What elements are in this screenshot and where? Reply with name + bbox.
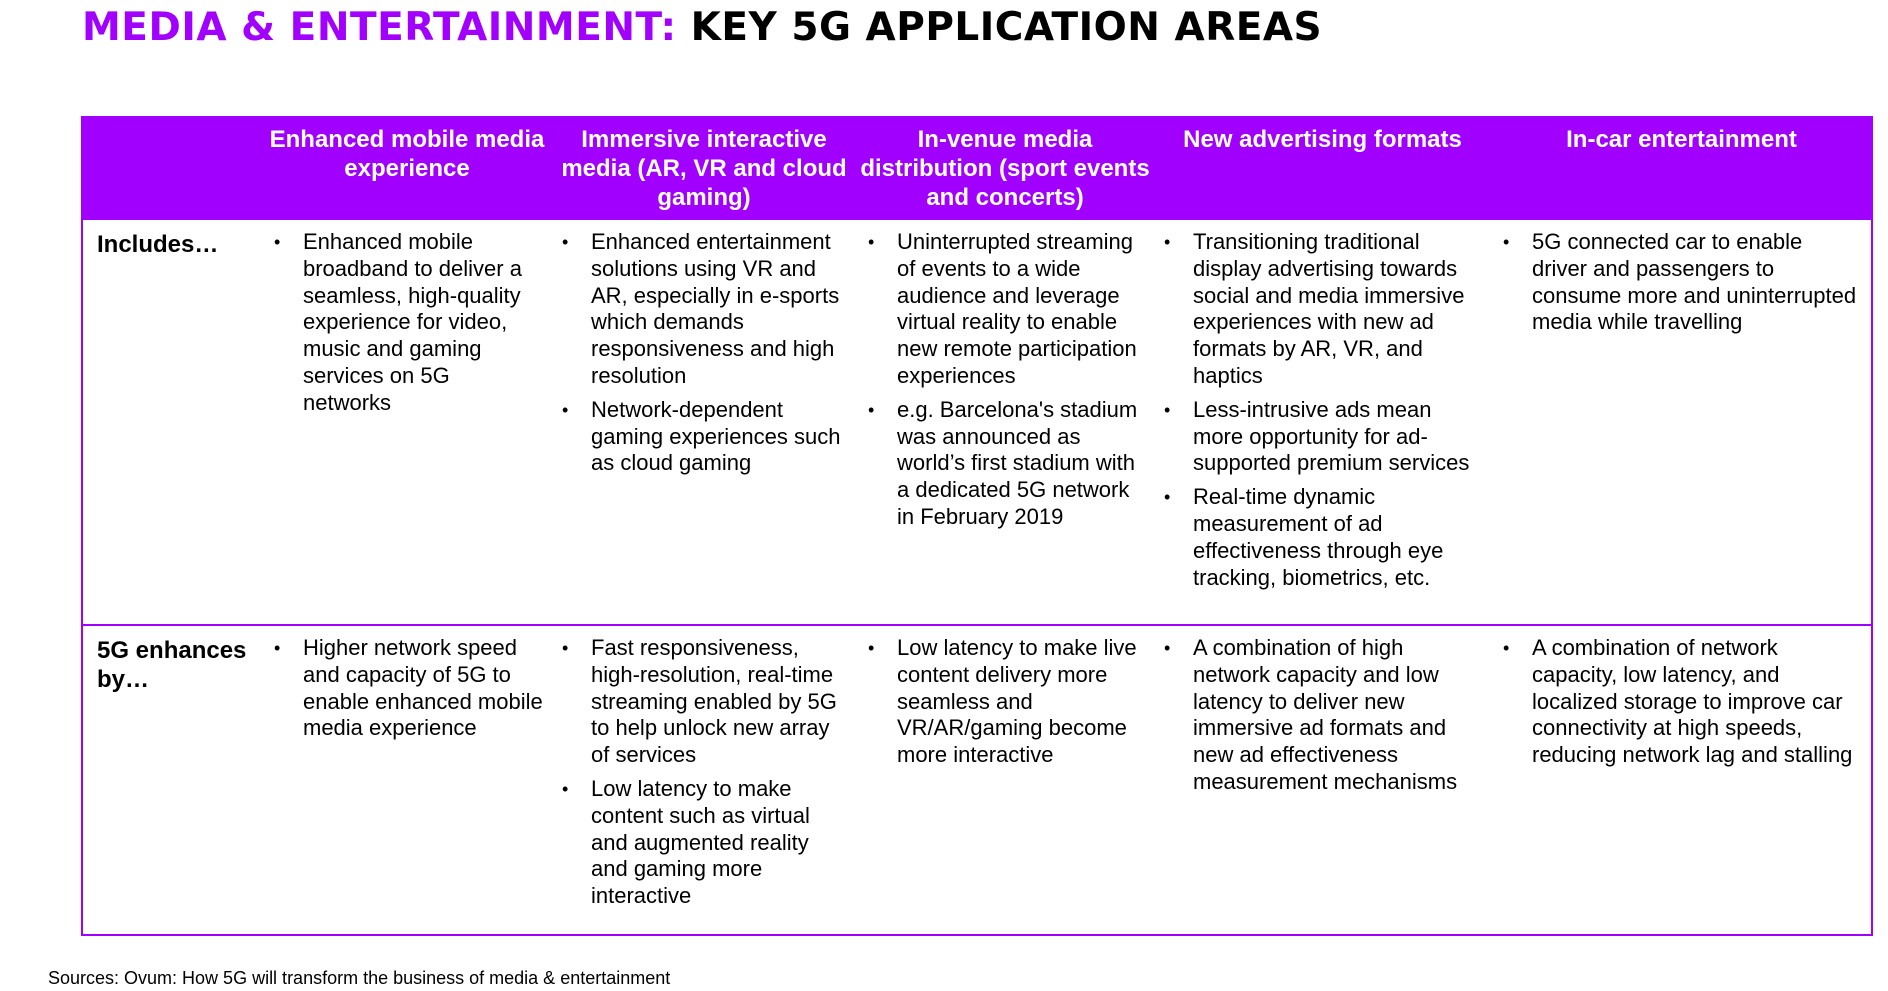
column-header: Enhanced mobile media experience (263, 118, 551, 220)
bullet-item: • e.g. Barcelona's stadium was announced … (865, 397, 1145, 531)
bullet-icon: • (562, 399, 569, 420)
bullet-text: A combination of high network capacity a… (1193, 635, 1458, 794)
bullet-item: • Low latency to make content such as vir… (559, 776, 849, 910)
header-corner (83, 118, 263, 220)
page-title: MEDIA & ENTERTAINMENT: KEY 5G APPLICATIO… (82, 2, 1322, 54)
bullet-icon: • (868, 399, 875, 420)
bullet-icon: • (1164, 232, 1171, 252)
row-label: 5G enhances by… (83, 624, 263, 934)
bullet-text: 5G connected car to enable driver and pa… (1532, 229, 1857, 335)
bullet-item: • Network-dependent gaming experiences su… (559, 397, 849, 477)
bullet-icon: • (1503, 232, 1510, 252)
bullet-text: Real-time dynamic measurement of ad effe… (1193, 484, 1444, 590)
bullet-text: Uninterrupted streaming of events to a w… (897, 229, 1137, 388)
bullet-text: Transitioning traditional display advert… (1193, 229, 1465, 388)
table-cell: • Enhanced mobile broadband to deliver a … (263, 220, 551, 624)
bullet-text: Fast responsiveness, high-resolution, re… (591, 635, 837, 768)
row-label: Includes… (97, 231, 219, 258)
bullet-text: e.g. Barcelona's stadium was announced a… (897, 396, 1138, 529)
bullet-text: Less-intrusive ads mean more opportunity… (1193, 396, 1470, 476)
bullet-item: • Uninterrupted streaming of events to a … (865, 229, 1145, 390)
bullet-item: • Real-time dynamic measurement of ad eff… (1161, 484, 1484, 591)
table-cell: • Fast responsiveness, high-resolution, r… (551, 624, 857, 934)
table-cell: • Transitioning traditional display adver… (1153, 220, 1492, 624)
table-cell: • Enhanced entertainment solutions using … (551, 220, 857, 624)
bullet-item: • Transitioning traditional display adver… (1161, 229, 1484, 390)
bullet-item: • Enhanced mobile broadband to deliver a … (271, 229, 543, 417)
bullet-icon: • (562, 232, 569, 252)
bullet-item: • A combination of high network capacity … (1161, 635, 1484, 796)
bullet-icon: • (1164, 399, 1171, 420)
column-header: New advertising formats (1153, 118, 1492, 220)
bullet-item: • 5G connected car to enable driver and p… (1500, 229, 1863, 336)
bullet-icon: • (1164, 487, 1171, 508)
bullet-item: • Enhanced entertainment solutions using … (559, 229, 849, 390)
bullet-item: • Fast responsiveness, high-resolution, r… (559, 635, 849, 769)
bullet-text: A combination of network capacity, low l… (1532, 635, 1853, 768)
sources-note: Sources: Ovum: How 5G will transform the… (48, 968, 671, 988)
bullet-text: Low latency to make live content deliver… (897, 635, 1137, 768)
bullet-icon: • (274, 232, 281, 252)
bullet-text: Higher network speed and capacity of 5G … (303, 635, 543, 741)
bullet-text: Enhanced mobile broadband to deliver a s… (303, 229, 522, 415)
bullet-item: • Low latency to make live content delive… (865, 635, 1145, 769)
bullet-icon: • (1164, 638, 1171, 658)
bullet-icon: • (868, 232, 875, 252)
bullet-icon: • (1503, 638, 1510, 658)
bullet-text: Low latency to make content such as virt… (591, 775, 810, 909)
title-rest: KEY 5G APPLICATION AREAS (676, 5, 1323, 50)
bullet-text: Enhanced entertainment solutions using V… (591, 229, 840, 388)
table-cell: • Higher network speed and capacity of 5G… (263, 624, 551, 934)
column-header: In-car entertainment (1492, 118, 1871, 220)
bullet-icon: • (868, 638, 875, 658)
bullet-text: Network-dependent gaming experiences suc… (591, 396, 841, 476)
table-cell: • A combination of network capacity, low … (1492, 624, 1871, 934)
table-cell: • A combination of high network capacity … (1153, 624, 1492, 934)
application-areas-table: Enhanced mobile media experience Immersiv… (81, 116, 1873, 936)
table-cell: • Uninterrupted streaming of events to a … (857, 220, 1153, 624)
table-cell: • Low latency to make live content delive… (857, 624, 1153, 934)
bullet-item: • A combination of network capacity, low … (1500, 635, 1863, 769)
column-header: Immersive interactive media (AR, VR and … (551, 118, 857, 220)
bullet-icon: • (562, 638, 569, 658)
bullet-icon: • (274, 638, 281, 658)
bullet-icon: • (562, 778, 569, 799)
bullet-item: • Higher network speed and capacity of 5G… (271, 635, 543, 742)
title-accent: MEDIA & ENTERTAINMENT: (82, 5, 677, 50)
table-cell: • 5G connected car to enable driver and p… (1492, 220, 1871, 624)
column-header: In-venue media distribution (sport event… (857, 118, 1153, 220)
bullet-item: • Less-intrusive ads mean more opportunit… (1161, 397, 1484, 477)
